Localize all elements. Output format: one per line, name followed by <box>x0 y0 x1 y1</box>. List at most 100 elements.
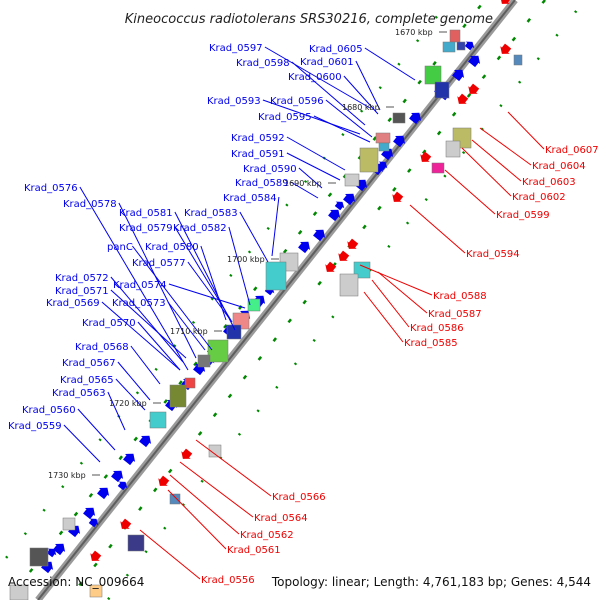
track-dot <box>341 133 345 137</box>
track-dot <box>93 562 98 568</box>
forward-gene-arrow <box>53 543 66 556</box>
reverse-gene-label[interactable]: Krad_0561 <box>227 545 281 556</box>
forward-label-leader <box>110 289 187 359</box>
reverse-label-leader <box>479 127 532 166</box>
reverse-gene-arrow <box>181 448 193 459</box>
track-dot <box>327 192 333 198</box>
reverse-gene-label[interactable]: Krad_0594 <box>466 249 520 260</box>
gene-feature-block <box>375 132 391 144</box>
forward-gene-label[interactable]: Krad_0595 <box>258 112 312 123</box>
forward-gene-label[interactable]: Krad_0569 <box>46 298 100 309</box>
forward-label-leader <box>137 321 181 371</box>
track-dot <box>297 230 303 235</box>
reverse-gene-label[interactable]: Krad_0586 <box>410 323 464 334</box>
track-dot <box>73 511 79 517</box>
forward-gene-label[interactable]: Krad_0593 <box>207 96 261 107</box>
reverse-gene-label[interactable]: Krad_0604 <box>532 161 586 172</box>
gene-feature-block <box>29 547 49 567</box>
scale-tick-label: 1690 kbp <box>284 179 322 188</box>
track-dot <box>200 479 204 483</box>
reverse-gene-arrow <box>501 0 511 4</box>
forward-gene-label[interactable]: Krad_0600 <box>288 72 342 83</box>
track-dot <box>331 315 335 319</box>
forward-gene-label[interactable]: Krad_0581 <box>119 208 173 219</box>
track-dot <box>118 455 124 461</box>
track-dot <box>387 117 392 123</box>
reverse-gene-label[interactable]: Krad_0588 <box>433 291 487 302</box>
forward-gene-label[interactable]: Krad_0565 <box>60 375 114 386</box>
forward-label-leader <box>291 61 366 126</box>
forward-gene-label[interactable]: Krad_0590 <box>243 164 297 175</box>
forward-gene-label[interactable]: Krad_0601 <box>300 57 354 68</box>
reverse-gene-label[interactable]: Krad_0603 <box>522 177 576 188</box>
forward-label-leader <box>101 301 181 371</box>
reverse-gene-label[interactable]: Krad_0602 <box>512 192 566 203</box>
reverse-gene-label[interactable]: Krad_0585 <box>404 338 458 349</box>
forward-gene-arrow <box>377 161 388 171</box>
forward-gene-label[interactable]: panC <box>107 242 133 253</box>
forward-gene-label[interactable]: Krad_0567 <box>62 358 116 369</box>
track-dot <box>424 197 428 202</box>
forward-label-leader <box>298 167 323 189</box>
forward-gene-label[interactable]: Krad_0560 <box>22 405 76 416</box>
reverse-gene-label[interactable]: Krad_0556 <box>201 575 255 586</box>
reverse-label-leader <box>461 147 512 197</box>
forward-gene-label[interactable]: Krad_0605 <box>309 44 363 55</box>
forward-gene-label[interactable]: Krad_0597 <box>209 43 263 54</box>
forward-gene-label[interactable]: Krad_0582 <box>173 223 227 234</box>
reverse-gene-arrow <box>420 151 432 162</box>
track-dot <box>392 187 397 192</box>
forward-gene-label[interactable]: Krad_0579 <box>119 223 173 234</box>
reverse-gene-label[interactable]: Krad_0564 <box>254 513 308 524</box>
track-dot <box>312 211 318 216</box>
forward-gene-label[interactable]: Krad_0578 <box>63 199 117 210</box>
forward-gene-label[interactable]: Krad_0584 <box>223 193 277 204</box>
track-dot <box>378 86 382 90</box>
forward-gene-label[interactable]: Krad_0573 <box>112 298 166 309</box>
scale-tick: 1690 kbp <box>284 179 336 188</box>
forward-gene-label[interactable]: Krad_0570 <box>82 318 136 329</box>
forward-gene-label[interactable]: Krad_0576 <box>24 183 78 194</box>
forward-gene-label[interactable]: Krad_0563 <box>52 388 106 399</box>
forward-gene-label[interactable]: Krad_0598 <box>236 58 290 69</box>
track-dot <box>253 286 258 292</box>
forward-gene-label[interactable]: Krad_0583 <box>184 208 238 219</box>
reverse-gene-label[interactable]: Krad_0599 <box>496 210 550 221</box>
track-dot <box>108 543 113 549</box>
forward-gene-arrow <box>111 470 124 483</box>
forward-gene-label[interactable]: Krad_0591 <box>231 149 285 160</box>
track-dot <box>88 492 94 498</box>
gene-feature-block <box>127 534 145 552</box>
track-dot <box>496 55 502 61</box>
forward-gene-label[interactable]: Krad_0574 <box>113 280 167 291</box>
track-dot <box>302 299 307 305</box>
forward-gene-label[interactable]: Krad_0568 <box>75 342 129 353</box>
gene-feature-block <box>208 444 222 458</box>
forward-gene-label[interactable]: Krad_0559 <box>8 421 62 432</box>
track-dot <box>421 149 427 155</box>
forward-gene-label[interactable]: Krad_0571 <box>55 286 109 297</box>
forward-gene-arrow <box>117 481 128 491</box>
forward-gene-label[interactable]: Krad_0580 <box>145 242 199 253</box>
gene-feature-block <box>442 41 456 53</box>
forward-label-leader <box>168 283 246 309</box>
forward-gene-label[interactable]: Krad_0572 <box>55 273 109 284</box>
scale-tick: 1670 kbp <box>395 28 447 37</box>
forward-gene-label[interactable]: Krad_0577 <box>132 258 186 269</box>
forward-gene-label[interactable]: Krad_0592 <box>231 133 285 144</box>
forward-gene-label[interactable]: Krad_0596 <box>270 96 324 107</box>
reverse-gene-arrow <box>468 83 480 94</box>
reverse-gene-label[interactable]: Krad_0566 <box>272 492 326 503</box>
forward-gene-label[interactable]: Krad_0589 <box>235 178 289 189</box>
gene-feature-block <box>184 377 196 389</box>
track-dot <box>210 297 214 301</box>
reverse-gene-label[interactable]: Krad_0607 <box>545 145 599 156</box>
track-dot <box>443 174 447 178</box>
reverse-gene-label[interactable]: Krad_0562 <box>240 530 294 541</box>
track-dot <box>434 15 438 19</box>
reverse-gene-label[interactable]: Krad_0587 <box>428 309 482 320</box>
forward-gene-arrow <box>88 518 99 528</box>
scale-tick: 1680 kbp <box>342 103 394 112</box>
track-dot <box>153 487 158 493</box>
